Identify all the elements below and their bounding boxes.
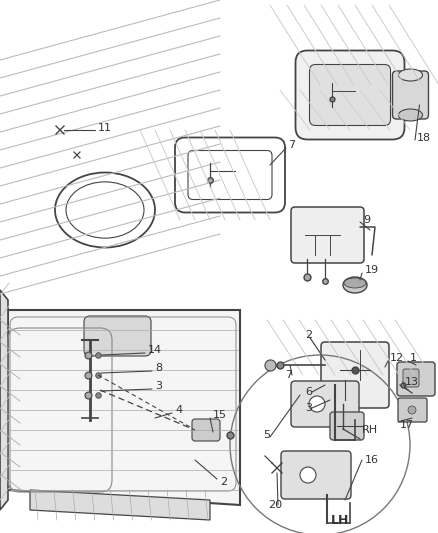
- Text: 4: 4: [175, 405, 182, 415]
- Text: 3: 3: [155, 381, 162, 391]
- FancyBboxPatch shape: [296, 51, 405, 140]
- Circle shape: [309, 396, 325, 412]
- Text: 18: 18: [417, 133, 431, 143]
- Text: 17: 17: [400, 420, 414, 430]
- Text: 6: 6: [305, 387, 312, 397]
- FancyBboxPatch shape: [321, 342, 389, 408]
- Circle shape: [300, 467, 316, 483]
- Text: 19: 19: [365, 265, 379, 275]
- Text: 14: 14: [148, 345, 162, 355]
- Text: 16: 16: [365, 455, 379, 465]
- Text: 1: 1: [410, 353, 417, 363]
- Text: 7: 7: [285, 370, 292, 380]
- Text: 15: 15: [213, 410, 227, 420]
- Text: RH: RH: [362, 425, 378, 435]
- Ellipse shape: [399, 109, 423, 121]
- Polygon shape: [8, 310, 240, 505]
- FancyBboxPatch shape: [392, 71, 428, 119]
- Text: LH: LH: [331, 513, 349, 527]
- FancyBboxPatch shape: [192, 419, 220, 441]
- Text: 3: 3: [305, 403, 312, 413]
- Text: 20: 20: [268, 500, 282, 510]
- FancyBboxPatch shape: [281, 451, 351, 499]
- Polygon shape: [0, 290, 8, 510]
- FancyBboxPatch shape: [291, 381, 359, 427]
- FancyBboxPatch shape: [398, 398, 427, 422]
- FancyBboxPatch shape: [84, 316, 151, 356]
- Text: 5: 5: [263, 430, 270, 440]
- Text: 9: 9: [363, 215, 370, 225]
- FancyBboxPatch shape: [397, 362, 435, 396]
- FancyBboxPatch shape: [291, 207, 364, 263]
- Text: 12: 12: [390, 353, 404, 363]
- Ellipse shape: [399, 69, 423, 81]
- Ellipse shape: [344, 278, 366, 288]
- FancyBboxPatch shape: [403, 369, 419, 387]
- Polygon shape: [30, 490, 210, 520]
- Text: 7: 7: [288, 140, 295, 150]
- FancyBboxPatch shape: [310, 64, 391, 125]
- Text: 8: 8: [155, 363, 162, 373]
- Text: 2: 2: [220, 477, 227, 487]
- Text: 11: 11: [98, 123, 112, 133]
- Text: 2: 2: [305, 330, 312, 340]
- Circle shape: [408, 406, 416, 414]
- Ellipse shape: [343, 277, 367, 293]
- FancyBboxPatch shape: [330, 412, 364, 440]
- Text: 13: 13: [405, 377, 419, 387]
